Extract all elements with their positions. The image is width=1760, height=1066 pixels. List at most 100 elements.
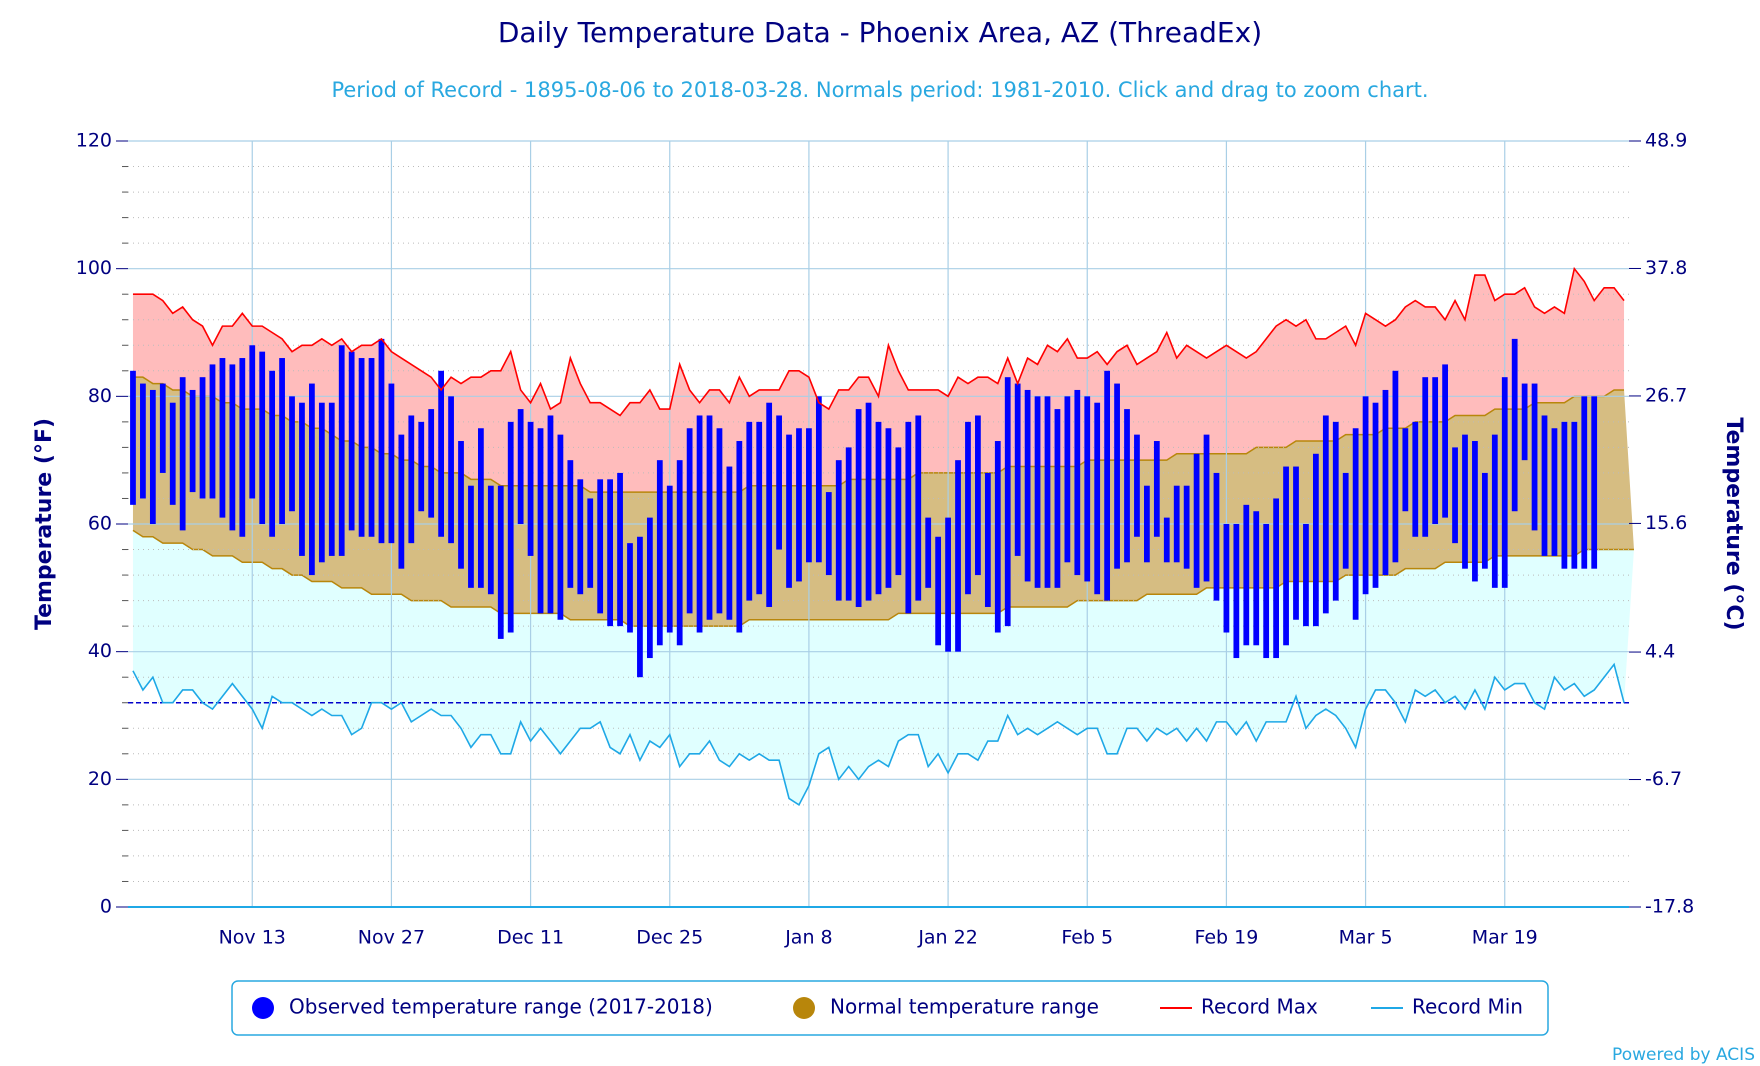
observed-bar [1004,377,1011,627]
observed-bar [1034,396,1041,588]
observed-bar [607,479,613,627]
observed-bar [458,441,464,569]
observed-bar [279,358,285,524]
observed-bar [905,421,912,614]
x-tick-label: Mar 19 [1472,927,1538,949]
observed-bar [686,428,693,614]
observed-bar [358,358,365,537]
observed-bar [219,358,226,518]
observed-bar [1253,511,1260,646]
observed-bar [656,460,663,646]
observed-bar [1541,415,1548,556]
observed-bar [159,383,166,473]
observed-bar [507,421,514,633]
legend-label[interactable]: Observed temperature range (2017-2018) [289,995,713,1019]
observed-bar [527,421,534,556]
observed-bar [189,389,196,493]
observed-bar [597,479,604,614]
credit[interactable]: Powered by ACIS [1612,1045,1755,1065]
y2-tick-label: -6.7 [1645,768,1682,790]
observed-bar [1183,485,1190,569]
observed-bar [448,396,454,544]
y2-tick-label: -17.8 [1645,896,1694,918]
observed-bar [895,447,902,576]
observed-bar [845,447,852,601]
observed-bar [1213,472,1220,601]
y2-tick-label: 37.8 [1645,257,1687,279]
observed-bar [1064,396,1071,563]
observed-bar [1561,421,1568,569]
observed-bar [1074,389,1081,576]
observed-bar [736,441,743,633]
observed-bar [468,485,474,588]
observed-bar [1293,466,1299,620]
legend-label[interactable]: Record Min [1412,995,1523,1019]
legend-label[interactable]: Normal temperature range [830,995,1099,1019]
observed-bar [1312,453,1319,627]
observed-bar [1491,434,1498,588]
observed-bar [209,364,216,499]
observed-bar [259,351,266,524]
observed-bar [1551,428,1558,556]
legend-label[interactable]: Record Max [1201,995,1318,1019]
observed-bar [935,536,942,646]
observed-bar [318,402,325,563]
observed-bar [1144,485,1150,563]
observed-bar [1442,364,1448,518]
observed-bar [567,460,574,588]
observed-bar [965,421,971,595]
observed-bar [299,402,305,556]
record-line [132,662,1625,807]
observed-bar [328,402,335,556]
observed-bar [865,402,872,601]
observed-bar [955,460,961,652]
x-tick-label: Jan 8 [784,927,832,949]
chart-subtitle: Period of Record - 1895-08-06 to 2018-03… [331,78,1428,102]
x-tick-label: Jan 22 [917,927,978,949]
observed-bar [1153,441,1160,537]
legend-symbol [252,997,274,1019]
legend-symbol [793,997,815,1019]
y-tick-label: 60 [88,513,112,535]
observed-bar [796,428,802,582]
observed-bar [269,370,276,537]
observed-bar [239,358,246,537]
observed-bar [408,415,415,544]
observed-bar [1462,434,1468,569]
observed-bar [1402,428,1409,512]
observed-bar [1591,396,1598,569]
observed-bar [1501,377,1508,588]
observed-bar [1273,498,1279,659]
observed-bar [1422,377,1429,537]
observed-bar [1511,338,1518,512]
observed-bar [1134,434,1140,537]
observed-bar [756,421,763,595]
observed-bar [716,428,723,614]
y2-tick-label: 4.4 [1645,641,1675,663]
observed-bar [388,383,395,544]
y-tick-label: 40 [88,640,112,662]
y-tick-label: 80 [88,385,112,407]
observed-bar [1392,370,1399,563]
observed-bar [1432,377,1439,524]
observed-bar [855,409,862,607]
x-tick-label: Mar 5 [1339,927,1393,949]
observed-bar [975,415,981,576]
observed-bar [497,485,504,639]
observed-bar [517,409,524,524]
observed-bar [925,517,932,588]
legend-box [231,980,1549,1036]
observed-bar [1054,409,1061,588]
observed-bar [766,402,773,607]
observed-bar [1283,466,1289,646]
observed-bar [617,472,623,627]
observed-bar [368,358,375,537]
observed-bar [1104,370,1111,601]
observed-bar [1114,383,1120,569]
y-tick-label: 20 [88,768,112,790]
observed-bar [875,421,882,595]
observed-bar [1024,389,1031,582]
observed-bar [825,492,832,576]
observed-bar [537,428,544,614]
